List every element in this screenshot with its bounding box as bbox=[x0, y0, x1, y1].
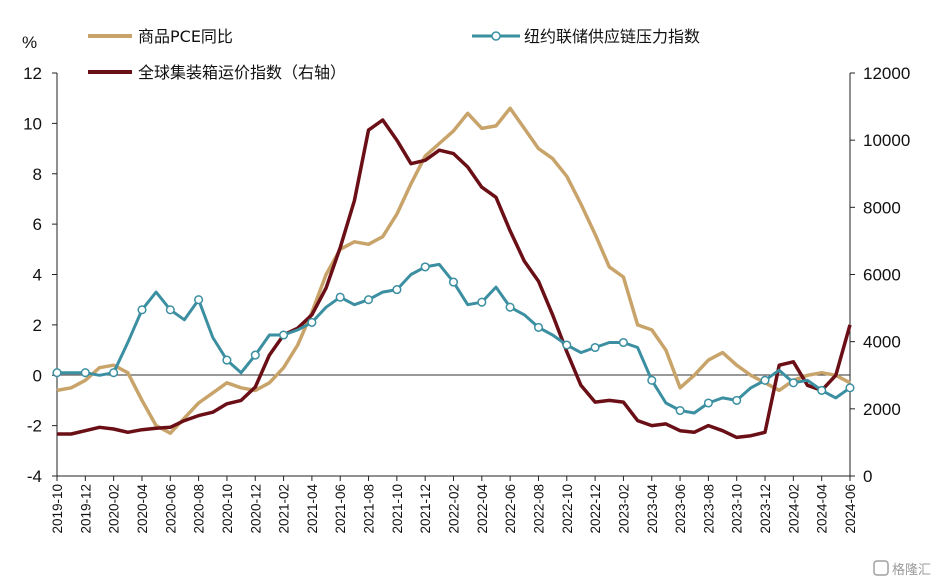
series-line-1 bbox=[57, 262, 851, 415]
y-left-tick-label: -4 bbox=[27, 467, 42, 486]
axes bbox=[56, 73, 851, 477]
y-left-tick-label: 2 bbox=[33, 316, 42, 335]
series-point bbox=[165, 305, 175, 315]
series-point bbox=[760, 375, 770, 385]
series-point bbox=[194, 295, 204, 305]
x-tick-label: 2020-06 bbox=[163, 484, 178, 534]
y-left-tick-label: 12 bbox=[23, 64, 42, 83]
y-right-tick-label: 0 bbox=[863, 467, 872, 486]
x-tick-label: 2024-04 bbox=[815, 484, 830, 534]
x-tick-label: 2023-10 bbox=[730, 484, 745, 534]
series-point bbox=[137, 305, 147, 315]
x-tick-label: 2023-08 bbox=[701, 484, 716, 534]
x-tick-label: 2022-02 bbox=[447, 484, 462, 534]
y-right-tick-label: 2000 bbox=[863, 400, 901, 419]
watermark-logo-icon bbox=[873, 560, 889, 576]
series-point bbox=[788, 378, 798, 388]
legend-marker-gscpi bbox=[491, 31, 501, 41]
y-right-tick-label: 12000 bbox=[863, 64, 910, 83]
series-point bbox=[222, 355, 232, 365]
x-tick-label: 2021-02 bbox=[277, 484, 292, 534]
x-tick-label: 2021-06 bbox=[333, 484, 348, 534]
x-tick-label: 2022-10 bbox=[560, 484, 575, 534]
x-tick-label: 2020-04 bbox=[135, 484, 150, 534]
x-tick-label: 2019-12 bbox=[78, 484, 93, 534]
y-right-tick-label: 6000 bbox=[863, 266, 901, 285]
y-right-tick-label: 10000 bbox=[863, 131, 910, 150]
x-tick-label: 2021-04 bbox=[305, 484, 320, 534]
y-left-tick-label: -2 bbox=[27, 417, 42, 436]
y-left-tick-label: 6 bbox=[33, 215, 42, 234]
x-tick-labels: 2019-10 2019-12 2020-02 2020-04 2020-06 2020-… bbox=[50, 476, 858, 534]
x-tick-label: 2020-02 bbox=[107, 484, 122, 534]
legend-label-pce: 商品PCE同比 bbox=[138, 27, 233, 46]
x-tick-label: 2022-12 bbox=[588, 484, 603, 534]
series-point bbox=[647, 375, 657, 385]
series-point bbox=[250, 350, 260, 360]
series-line-2 bbox=[57, 118, 852, 440]
x-tick-label: 2019-10 bbox=[50, 484, 65, 534]
x-tick-label: 2022-06 bbox=[503, 484, 518, 534]
series-point bbox=[533, 322, 544, 332]
y-right-tick-label: 8000 bbox=[863, 198, 901, 217]
series-point bbox=[420, 262, 430, 272]
series-point bbox=[618, 337, 628, 348]
series-point bbox=[448, 277, 459, 287]
series-point bbox=[562, 340, 572, 350]
watermark: 格隆汇 bbox=[873, 560, 931, 578]
legend-label-freight: 全球集装箱运价指数（右轴） bbox=[138, 63, 346, 82]
series-point bbox=[732, 395, 742, 405]
series-line-0 bbox=[56, 106, 851, 435]
series-point bbox=[675, 405, 685, 416]
x-tick-label: 2023-04 bbox=[645, 484, 660, 534]
legend: 商品PCE同比 纽约联储供应链压力指数 全球集装箱运价指数（右轴） bbox=[88, 27, 700, 82]
x-tick-label: 2024-06 bbox=[843, 484, 858, 534]
series-point bbox=[817, 385, 827, 395]
series-lines bbox=[52, 106, 855, 440]
series-point bbox=[477, 297, 487, 307]
series-point bbox=[307, 317, 317, 327]
x-tick-label: 2023-06 bbox=[673, 484, 688, 534]
x-tick-label: 2024-02 bbox=[786, 484, 801, 534]
series-point bbox=[363, 295, 374, 305]
legend-label-gscpi: 纽约联储供应链压力指数 bbox=[524, 27, 700, 46]
x-tick-label: 2021-12 bbox=[418, 484, 433, 534]
x-tick-label: 2021-10 bbox=[390, 484, 405, 534]
x-tick-label: 2021-08 bbox=[362, 484, 377, 534]
series-point bbox=[335, 292, 345, 302]
x-tick-label: 2023-12 bbox=[758, 484, 773, 534]
y-left-tick-label: 8 bbox=[33, 165, 42, 184]
y-right-tick-label: 4000 bbox=[863, 333, 901, 352]
y-left-tick-label: 0 bbox=[33, 366, 42, 385]
y-left-tick-label: 10 bbox=[23, 114, 42, 133]
x-tick-label: 2022-08 bbox=[531, 484, 546, 534]
series-point bbox=[392, 285, 402, 295]
watermark-text: 格隆汇 bbox=[892, 562, 931, 578]
left-axis-unit: % bbox=[22, 33, 37, 52]
series-point bbox=[845, 383, 855, 393]
x-tick-label: 2023-02 bbox=[616, 484, 631, 534]
series-point bbox=[109, 368, 119, 378]
x-tick-label: 2020-10 bbox=[220, 484, 235, 534]
series-point bbox=[703, 398, 713, 408]
series-point bbox=[80, 368, 90, 378]
x-tick-label: 2020-08 bbox=[192, 484, 207, 534]
series-point bbox=[590, 342, 600, 353]
series-point bbox=[279, 330, 289, 340]
y-tick-labels: 12 10 8 6 4 2 0 -2 -4 12000 10000 8000 6000 4000 2000 0 bbox=[23, 64, 910, 486]
x-tick-label: 2022-04 bbox=[475, 484, 490, 534]
series-point bbox=[52, 368, 62, 378]
y-left-tick-label: 4 bbox=[33, 266, 42, 285]
series-point bbox=[505, 302, 515, 312]
x-tick-label: 2020-12 bbox=[248, 484, 263, 534]
